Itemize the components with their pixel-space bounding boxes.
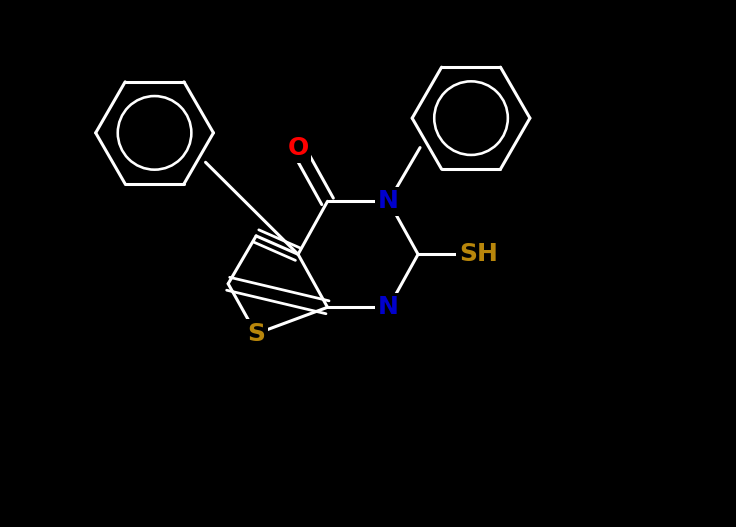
Text: O: O xyxy=(288,136,308,160)
Text: SH: SH xyxy=(459,242,498,266)
Text: S: S xyxy=(247,322,265,346)
Text: N: N xyxy=(378,189,399,213)
Text: N: N xyxy=(378,295,399,319)
